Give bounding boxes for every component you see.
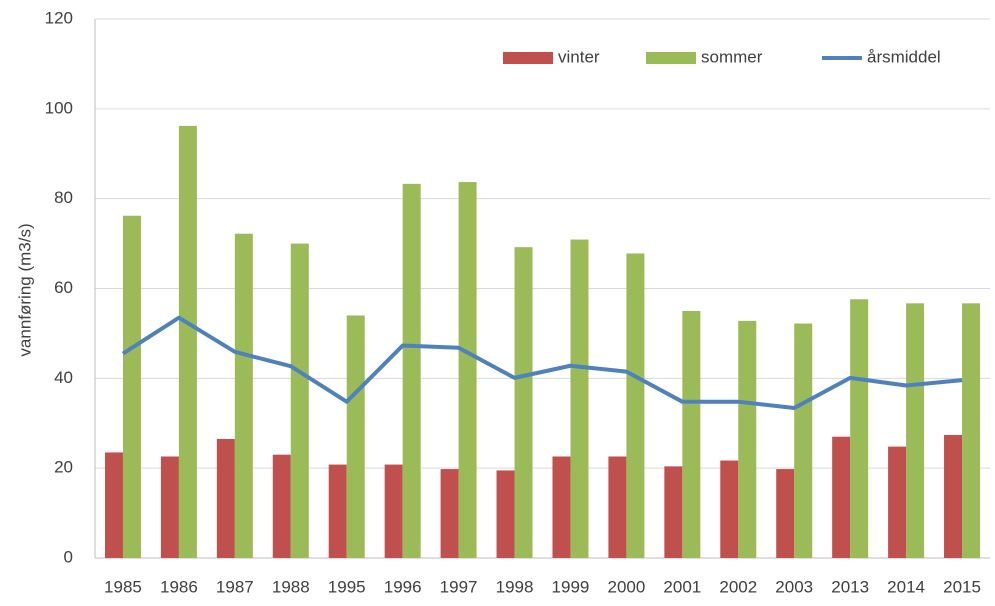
x-tick-label: 1996 — [384, 577, 422, 596]
bar — [776, 469, 795, 558]
bar — [514, 247, 533, 558]
bar — [794, 323, 813, 558]
bar — [608, 456, 627, 558]
bar — [458, 182, 477, 559]
bar — [832, 436, 851, 558]
bar — [906, 303, 925, 558]
line — [121, 315, 963, 410]
bar — [570, 239, 589, 558]
bar — [234, 233, 253, 558]
bar — [888, 446, 907, 558]
x-tick-label: 2001 — [663, 577, 701, 596]
bar — [682, 310, 701, 558]
bar — [178, 125, 197, 558]
x-tick-label: 1985 — [104, 577, 142, 596]
bar — [122, 215, 141, 559]
x-tick-label: 1988 — [272, 577, 310, 596]
x-tick-label: 2003 — [775, 577, 813, 596]
bar — [720, 460, 739, 558]
bar — [216, 438, 235, 558]
legend-swatch — [503, 52, 553, 64]
y-tick-label: 120 — [45, 8, 73, 27]
bar — [962, 303, 981, 558]
bar — [850, 299, 869, 558]
x-tick-label: 1986 — [160, 577, 198, 596]
bar — [402, 183, 421, 558]
bar — [346, 315, 365, 558]
x-tick-label: 1995 — [328, 577, 366, 596]
x-tick-label: 2013 — [831, 577, 869, 596]
bar — [440, 469, 459, 558]
legend-swatch — [646, 52, 696, 64]
x-tick-label: 2014 — [887, 577, 925, 596]
legend-label: sommer — [701, 47, 763, 66]
x-tick-label: 1997 — [440, 577, 478, 596]
bar — [104, 452, 123, 558]
y-tick-label: 20 — [54, 458, 73, 477]
bar — [738, 320, 757, 558]
bar — [552, 456, 571, 558]
y-tick-label: 100 — [45, 98, 73, 117]
y-tick-label: 60 — [54, 278, 73, 297]
y-tick-label: 80 — [54, 188, 73, 207]
bar — [496, 470, 515, 558]
bar — [384, 464, 403, 558]
x-tick-label: 2002 — [719, 577, 757, 596]
bar — [328, 464, 347, 558]
y-tick-label: 40 — [54, 368, 73, 387]
bar — [272, 454, 291, 558]
bar — [626, 253, 645, 558]
x-tick-label: 1999 — [552, 577, 590, 596]
bar — [944, 434, 963, 558]
y-tick-label: 0 — [64, 547, 73, 566]
bar — [290, 243, 309, 559]
legend-label: vinter — [558, 47, 600, 66]
y-axis-label: vannføring (m3/s) — [15, 223, 34, 356]
bar — [160, 456, 179, 558]
bar — [664, 466, 683, 558]
x-tick-label: 1987 — [216, 577, 254, 596]
legend-label: årsmiddel — [867, 47, 941, 66]
x-tick-label: 2000 — [607, 577, 645, 596]
x-tick-label: 1998 — [496, 577, 534, 596]
x-tick-label: 2015 — [943, 577, 981, 596]
